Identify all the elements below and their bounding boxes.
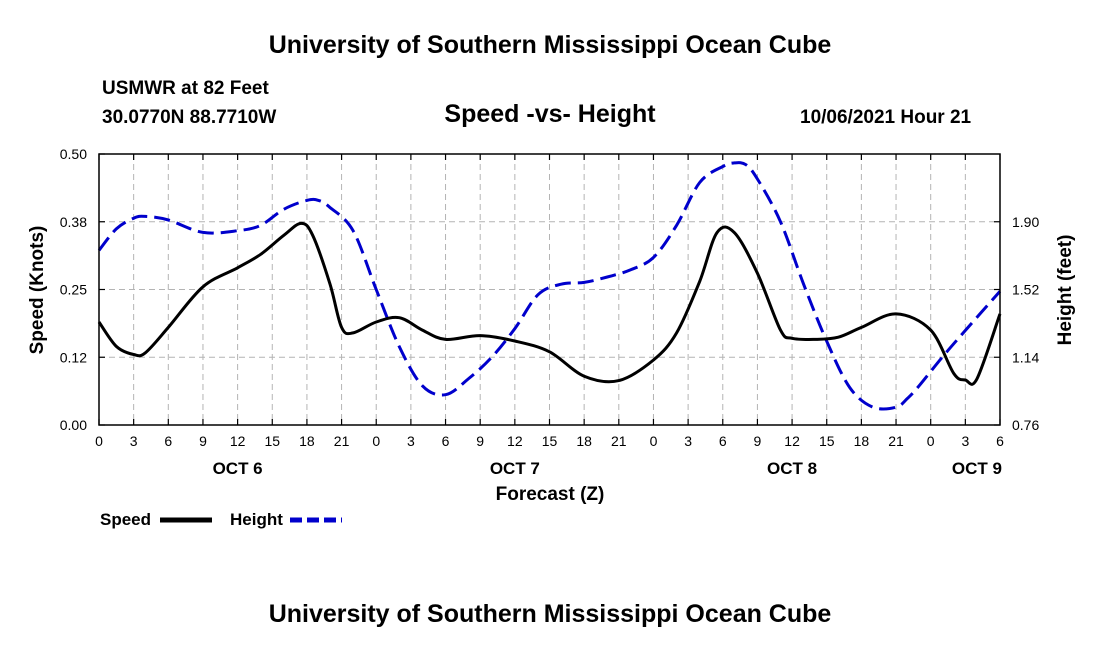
series-layer xyxy=(97,161,1002,411)
y2-axis-label: Height (feet) xyxy=(1055,235,1076,346)
x-tick-label: 15 xyxy=(264,433,280,449)
y-axis-label: Speed (Knots) xyxy=(27,226,48,355)
x-tick-label: 12 xyxy=(784,433,800,449)
chart-title: Speed -vs- Height xyxy=(444,100,656,128)
y-tick-label: 0.38 xyxy=(60,214,87,230)
y2-tick-label: 1.52 xyxy=(1012,282,1039,298)
y2-tick-label: 0.76 xyxy=(1012,417,1039,433)
y-tick-label: 0.12 xyxy=(60,349,87,365)
forecast-datetime: 10/06/2021 Hour 21 xyxy=(800,107,972,128)
day-label: OCT 7 xyxy=(490,459,540,478)
x-tick-label: 15 xyxy=(819,433,835,449)
x-tick-label: 9 xyxy=(199,433,207,449)
x-tick-label: 0 xyxy=(372,433,380,449)
page-title: University of Southern Mississippi Ocean… xyxy=(268,31,832,59)
y-tick-label: 0.00 xyxy=(60,417,87,433)
x-tick-label: 6 xyxy=(996,433,1004,449)
y-tick-label: 0.50 xyxy=(60,146,87,162)
x-tick-label: 12 xyxy=(230,433,246,449)
y2-tick-label: 1.90 xyxy=(1012,214,1039,230)
y-tick-label: 0.25 xyxy=(60,282,87,298)
y2-tick-label: 1.14 xyxy=(1012,349,1039,365)
x-axis-label: Forecast (Z) xyxy=(496,484,605,505)
x-tick-label: 6 xyxy=(442,433,450,449)
axes: 0 3 6 9 12 15 18 21 0 3 6 9 12 15 18 21 0 3 6 9 12 15 18 21 0 3 60… xyxy=(60,146,1040,478)
x-tick-label: 6 xyxy=(719,433,727,449)
x-tick-label: 9 xyxy=(476,433,484,449)
series-line-height xyxy=(97,161,1002,411)
station-label: USMWR at 82 Feet xyxy=(102,78,269,99)
x-tick-label: 15 xyxy=(542,433,558,449)
legend: Speed Height xyxy=(100,510,342,529)
x-tick-label: 21 xyxy=(611,433,627,449)
x-tick-label: 9 xyxy=(754,433,762,449)
day-label: OCT 9 xyxy=(952,459,1002,478)
x-tick-label: 21 xyxy=(888,433,904,449)
day-label: OCT 6 xyxy=(213,459,263,478)
x-tick-label: 18 xyxy=(576,433,592,449)
x-tick-label: 0 xyxy=(927,433,935,449)
station-coordinates: 30.0770N 88.7710W xyxy=(102,107,277,128)
legend-label-height: Height xyxy=(230,510,283,529)
x-tick-label: 3 xyxy=(684,433,692,449)
series-line-speed xyxy=(97,221,1002,386)
x-tick-label: 12 xyxy=(507,433,523,449)
x-tick-label: 21 xyxy=(334,433,350,449)
x-tick-label: 3 xyxy=(130,433,138,449)
grid xyxy=(99,154,1000,425)
x-tick-label: 6 xyxy=(164,433,172,449)
x-tick-label: 0 xyxy=(95,433,103,449)
x-tick-label: 3 xyxy=(407,433,415,449)
x-tick-label: 0 xyxy=(650,433,658,449)
footer-title: University of Southern Mississippi Ocean… xyxy=(268,600,832,628)
legend-label-speed: Speed xyxy=(100,510,151,529)
x-tick-label: 18 xyxy=(299,433,315,449)
day-label: OCT 8 xyxy=(767,459,817,478)
x-tick-label: 3 xyxy=(961,433,969,449)
x-tick-label: 18 xyxy=(854,433,870,449)
